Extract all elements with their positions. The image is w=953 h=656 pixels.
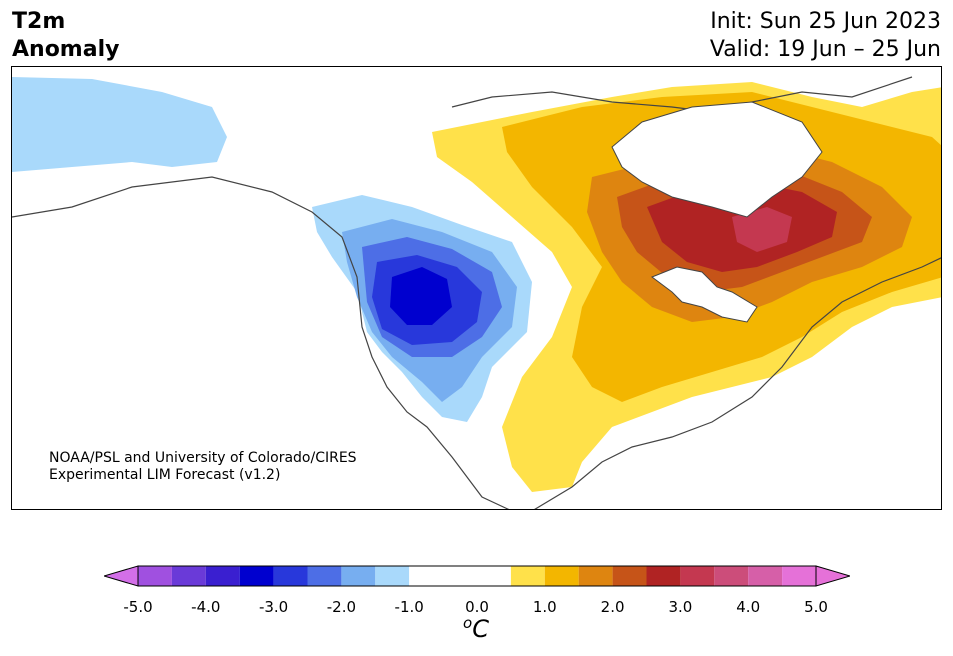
great-lakes xyxy=(650,266,758,323)
colorbar-segment xyxy=(307,566,342,586)
map-title: T2m Anomaly xyxy=(12,8,119,64)
colorbar-segment xyxy=(714,566,749,586)
map-title-line2: Anomaly xyxy=(12,37,120,62)
colorbar-segment xyxy=(443,566,511,586)
colorbar-tick-label: -4.0 xyxy=(191,598,221,616)
colorbar-tick-label: -2.0 xyxy=(326,598,357,616)
unit-base: C xyxy=(472,615,489,643)
map-title-line1: T2m xyxy=(12,9,66,34)
colorbar-segment xyxy=(578,566,613,586)
colorbar-segment xyxy=(409,566,444,586)
colorbar-segment xyxy=(375,566,410,586)
hudson-bay xyxy=(611,101,823,218)
colorbar-tick-label: -3.0 xyxy=(258,598,289,616)
colorbar-border xyxy=(137,565,817,587)
colorbar-segment xyxy=(680,566,715,586)
colorbar-segment xyxy=(510,566,545,586)
colorbar-segment xyxy=(646,566,681,586)
credit-line2: Experimental LIM Forecast (v1.2) xyxy=(49,467,281,483)
valid-range: Valid: 19 Jun – 25 Jun xyxy=(709,37,941,62)
colorbar-segment xyxy=(544,566,579,586)
warm-region-6 xyxy=(732,207,792,252)
colorbar-segment xyxy=(138,566,172,586)
anomaly-map xyxy=(11,66,942,510)
colorbar-segment xyxy=(239,566,274,586)
colorbar-segment xyxy=(171,566,206,586)
unit-prefix: o xyxy=(463,614,473,632)
colorbar-segment xyxy=(748,566,783,586)
init-date: Init: Sun 25 Jun 2023 xyxy=(710,9,941,34)
colorbar-tick-label: 1.0 xyxy=(532,598,557,616)
cool-region-alaska xyxy=(12,77,227,172)
credit-line1: NOAA/PSL and University of Colorado/CIRE… xyxy=(49,450,357,466)
forecast-dates: Init: Sun 25 Jun 2023 Valid: 19 Jun – 25… xyxy=(710,8,941,64)
colorbar-tick-label: -5.0 xyxy=(123,598,153,616)
colorbar-over-arrow xyxy=(815,565,852,587)
colorbar-tick-label: 4.0 xyxy=(736,598,761,616)
colorbar-svg xyxy=(102,565,852,587)
colorbar-tick-label: -1.0 xyxy=(394,598,424,616)
cool-region-west-5 xyxy=(390,267,452,325)
colorbar-tick-label: 3.0 xyxy=(668,598,693,616)
colorbar-under-arrow xyxy=(102,565,139,587)
colorbar xyxy=(102,564,852,592)
colorbar-tick-label: 5.0 xyxy=(804,598,828,616)
colorbar-segment xyxy=(782,566,816,586)
colorbar-tick-label: 2.0 xyxy=(600,598,625,616)
colorbar-segment xyxy=(273,566,308,586)
map-canvas xyxy=(12,76,941,509)
colorbar-segment xyxy=(205,566,240,586)
colorbar-tick-label: 0.0 xyxy=(465,598,489,616)
colorbar-segment xyxy=(341,566,376,586)
credit-text: NOAA/PSL and University of Colorado/CIRE… xyxy=(49,450,357,484)
colorbar-unit: oC xyxy=(463,614,489,643)
colorbar-segment xyxy=(612,566,647,586)
